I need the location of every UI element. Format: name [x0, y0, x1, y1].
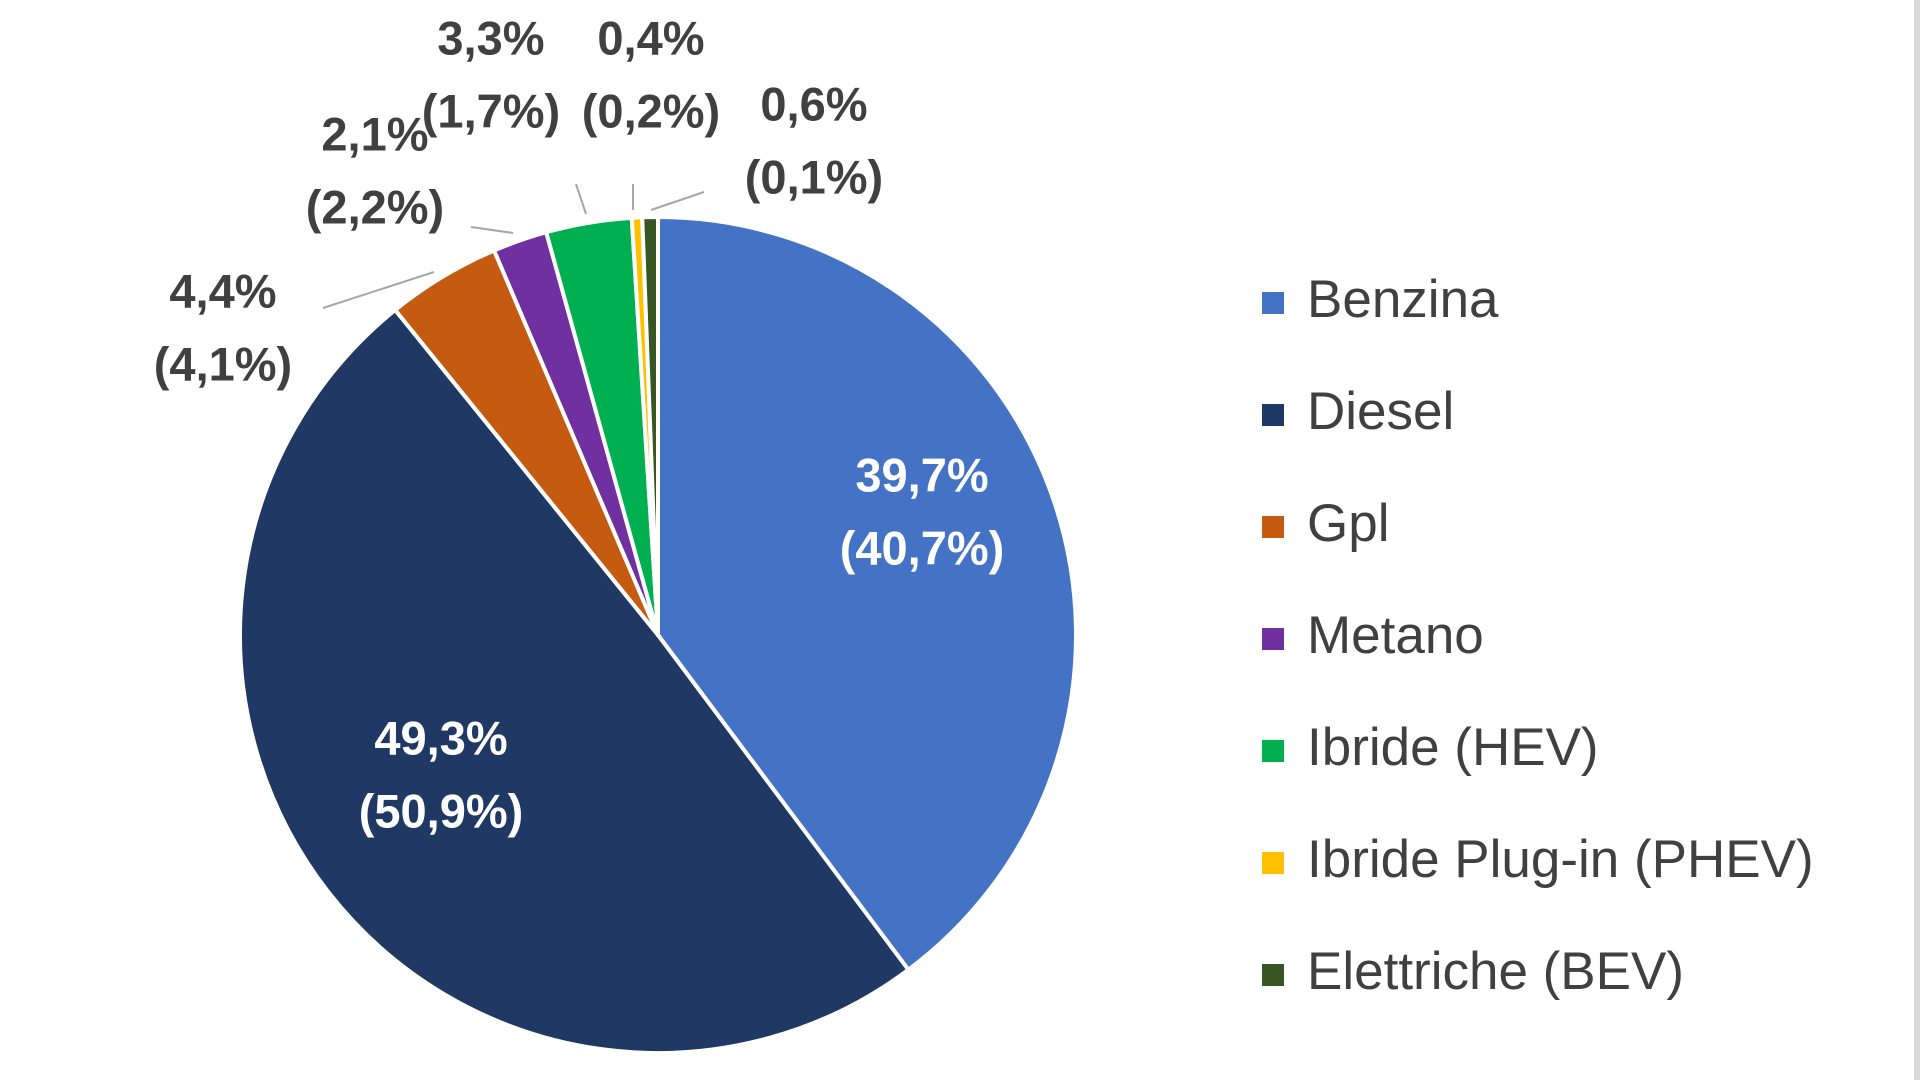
data-label-diesel-primary: 49,3% [374, 711, 507, 764]
legend-swatch-elettriche-bev [1262, 964, 1284, 986]
data-label-elettriche-bev-secondary: (0,1%) [745, 150, 883, 203]
legend-label-elettriche-bev: Elettriche (BEV) [1307, 942, 1684, 1001]
legend-swatch-ibride-plug-in-phev [1262, 852, 1284, 874]
data-label-diesel-secondary: (50,9%) [359, 784, 524, 837]
data-label-gpl-secondary: (4,1%) [154, 337, 292, 390]
legend-label-gpl: Gpl [1307, 494, 1389, 553]
data-label-ibride-plug-in-phev-primary: 0,4% [597, 11, 704, 64]
legend-swatch-diesel [1262, 404, 1284, 426]
data-label-ibride-hev-secondary: (1,7%) [422, 84, 560, 137]
legend-label-ibride-hev: Ibride (HEV) [1307, 718, 1599, 777]
legend-swatch-ibride-hev [1262, 740, 1284, 762]
pie-slices [238, 215, 1078, 1055]
legend-swatch-gpl [1262, 516, 1284, 538]
legend-swatch-metano [1262, 628, 1284, 650]
data-label-gpl-primary: 4,4% [169, 264, 276, 317]
data-label-ibride-plug-in-phev-secondary: (0,2%) [582, 84, 720, 137]
pie-slice-elettriche-bev [640, 215, 660, 637]
data-label-ibride-hev-primary: 3,3% [437, 11, 544, 64]
legend-label-diesel: Diesel [1307, 382, 1454, 441]
data-label-elettriche-bev-primary: 0,6% [760, 77, 867, 130]
data-label-metano-secondary: (2,2%) [306, 180, 444, 233]
page-edge [1914, 0, 1920, 1080]
leader-line-metano [470, 226, 514, 234]
leader-line-ibride-hev [575, 183, 587, 215]
leader-line-gpl [322, 271, 435, 309]
pie-slice-benzina [656, 215, 1078, 972]
legend: Benzina Diesel Gpl Metano Ibride (HEV) Ibride… [1262, 270, 1814, 1001]
leader-lines [322, 183, 705, 309]
leader-line-elettriche-bev [650, 191, 705, 211]
data-label-benzina-primary: 39,7% [855, 448, 988, 501]
data-label-metano-primary: 2,1% [321, 107, 428, 160]
legend-swatch-benzina [1262, 292, 1284, 314]
data-label-benzina-secondary: (40,7%) [840, 521, 1005, 574]
data-labels: 39,7% (40,7%) 49,3% (50,9%) 4,4% (4,1%) 2,1% (2… [154, 11, 1005, 837]
legend-label-metano: Metano [1307, 606, 1484, 665]
legend-label-ibride-plug-in-phev: Ibride Plug-in (PHEV) [1307, 830, 1814, 889]
pie-slice-diesel [238, 307, 911, 1055]
legend-label-benzina: Benzina [1307, 270, 1499, 329]
